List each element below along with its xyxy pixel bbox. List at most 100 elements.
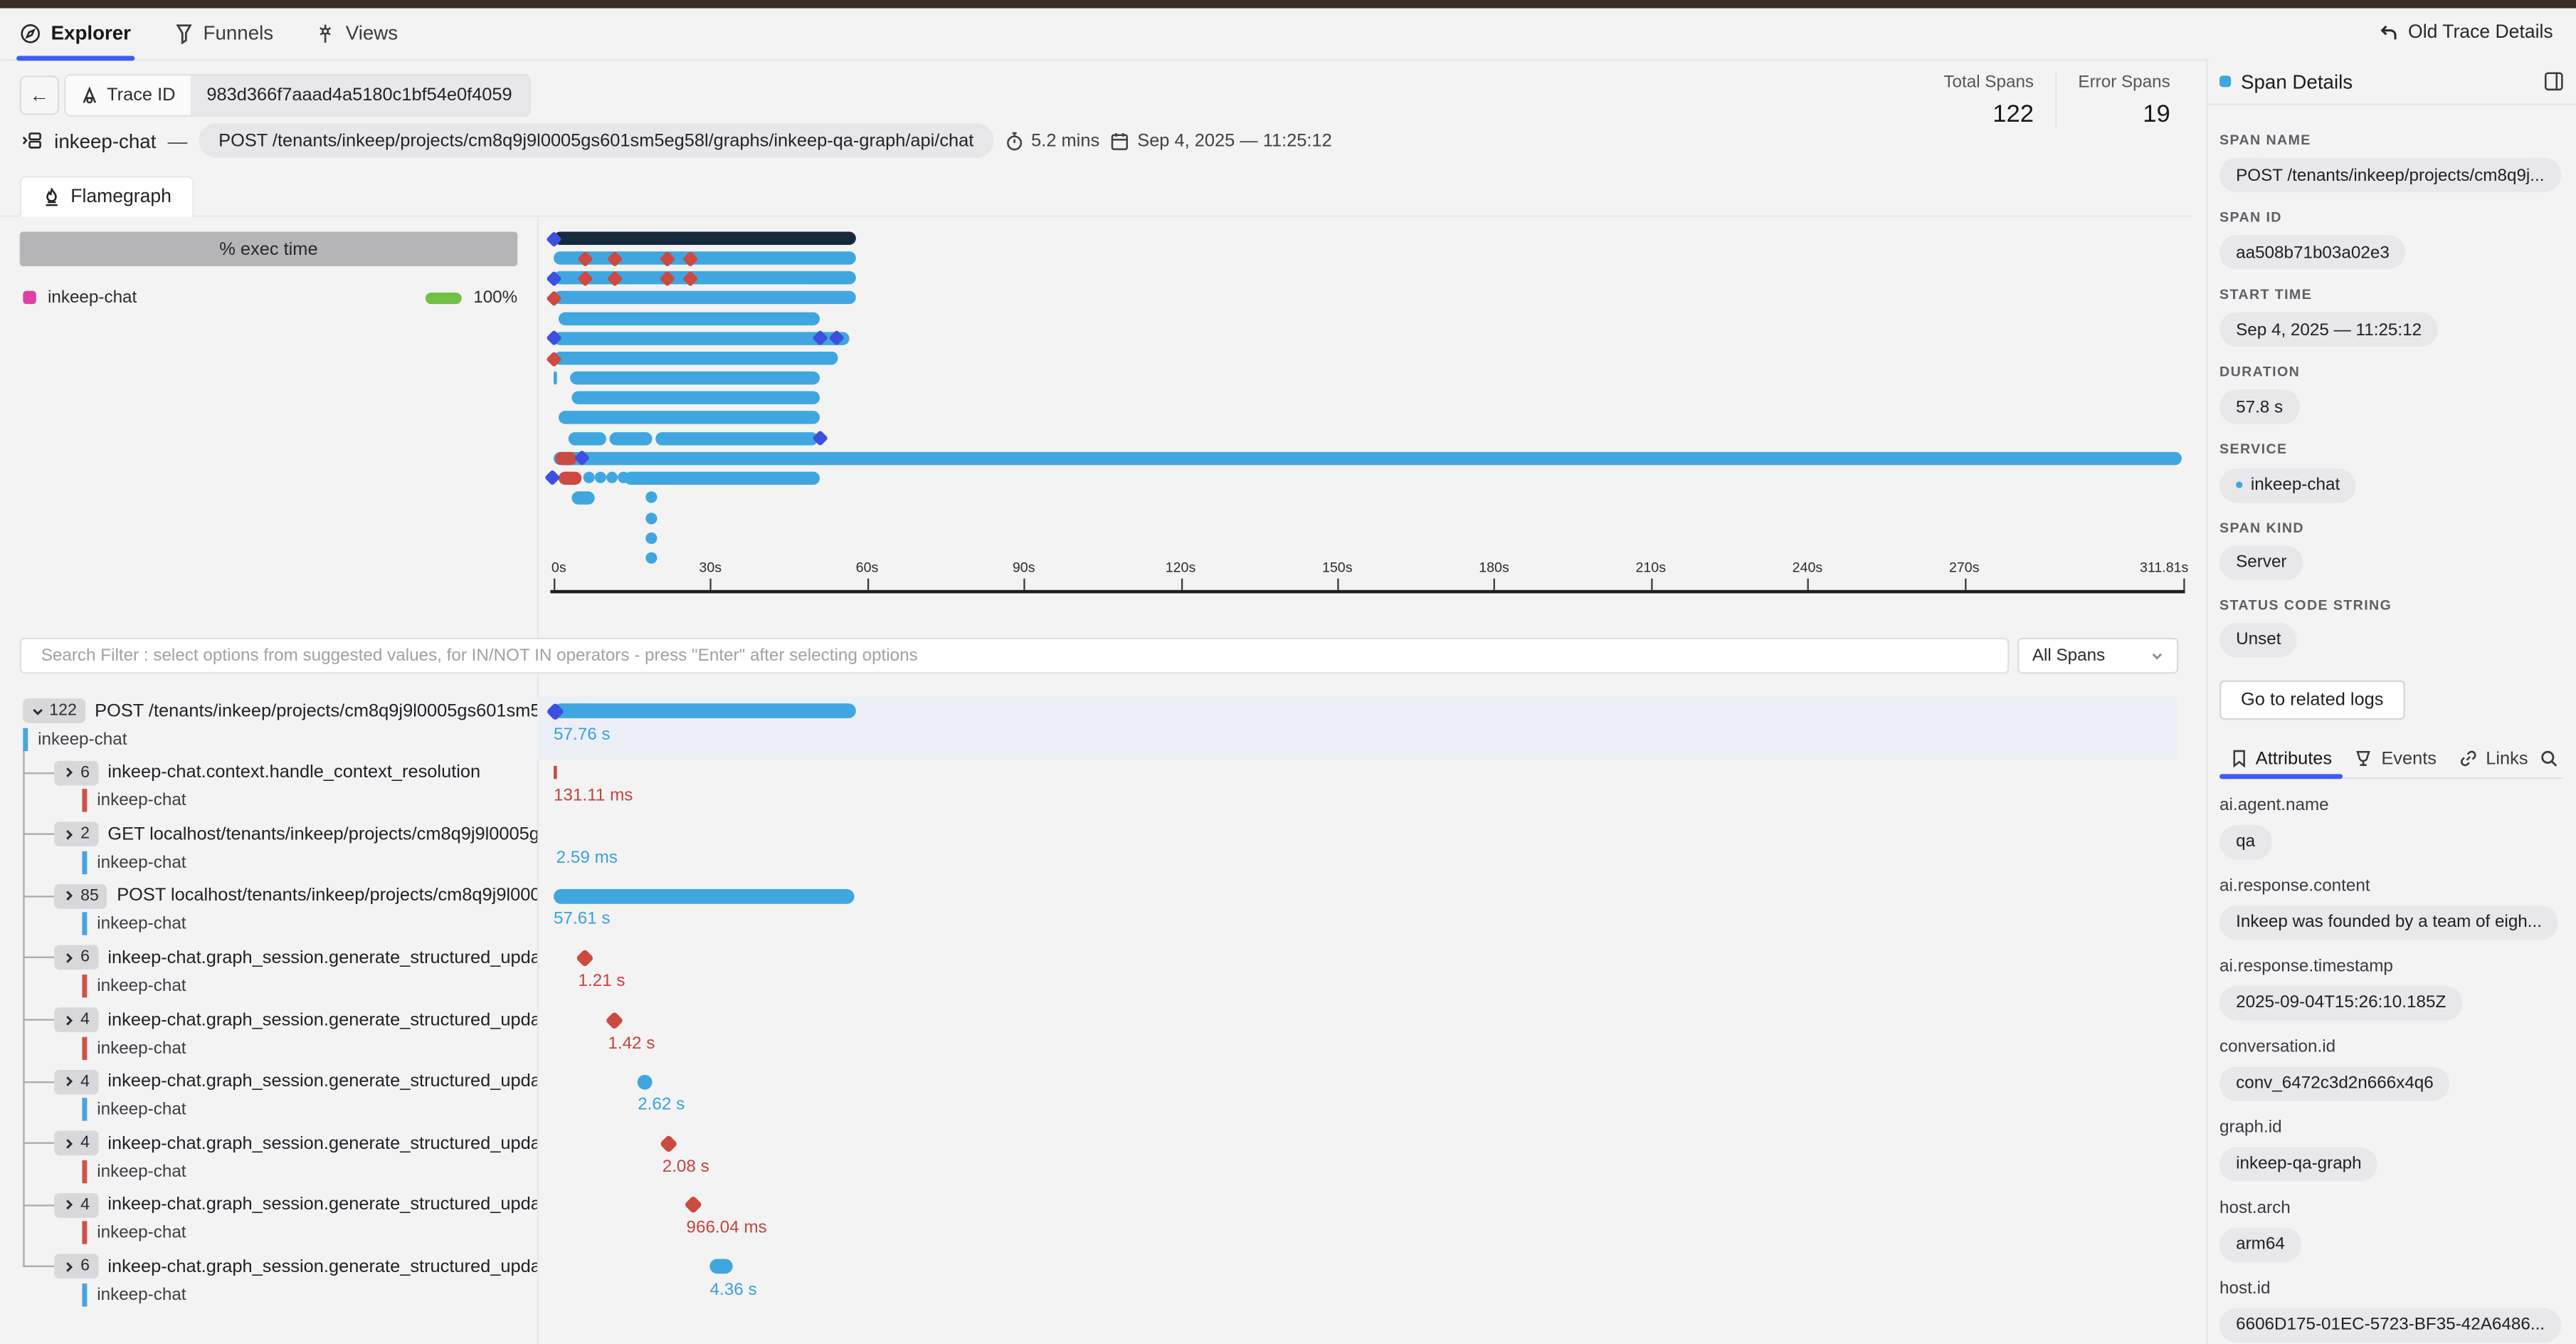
flame-span-bar[interactable] <box>570 371 820 385</box>
flame-row[interactable] <box>537 491 2192 505</box>
back-button[interactable]: ← <box>19 75 60 115</box>
collapse-panel-icon[interactable] <box>2543 70 2565 92</box>
duration-tick[interactable] <box>554 765 556 779</box>
span-marker-icon[interactable] <box>544 470 560 485</box>
span-marker-icon[interactable] <box>593 472 606 484</box>
span-tree-row[interactable]: 6 inkeep-chat.graph_session.generate_stru… <box>0 1253 537 1315</box>
flame-span-bar[interactable] <box>571 391 820 405</box>
flame-span-bar[interactable] <box>559 471 583 485</box>
flame-row[interactable] <box>537 511 2192 524</box>
old-trace-details-link[interactable]: Old Trace Details <box>2378 23 2553 43</box>
expand-children-badge[interactable]: 4 <box>54 1130 98 1156</box>
flame-row[interactable] <box>537 470 2192 485</box>
flamegraph-chart[interactable]: 0s 30s 60s 90s 120s 150s 180s 210s 240s 270s 311.8… <box>537 215 2192 609</box>
duration-pill[interactable] <box>709 1259 733 1275</box>
error-duration-marker-icon[interactable] <box>575 948 594 967</box>
flame-span-bar[interactable] <box>559 411 820 425</box>
flame-row[interactable] <box>537 251 2192 266</box>
span-marker-icon[interactable] <box>825 352 838 364</box>
tab-funnels[interactable]: Funnels <box>170 8 276 59</box>
error-duration-marker-icon[interactable] <box>659 1134 679 1153</box>
flame-row[interactable] <box>537 411 2192 425</box>
flame-span-bar[interactable] <box>554 291 857 305</box>
flame-span-bar[interactable] <box>571 491 596 505</box>
collapse-children-badge[interactable]: 122 <box>23 698 85 723</box>
span-tree-row[interactable]: 6 inkeep-chat.context.handle_context_reso… <box>0 759 537 821</box>
flame-row[interactable] <box>537 371 2192 385</box>
span-name[interactable]: inkeep-chat.graph_session.generate_struc… <box>107 1256 537 1277</box>
flame-span-bar[interactable] <box>555 451 578 465</box>
trace-id-chip[interactable]: Trace ID 983d366f7aaad4a5180c1bf54e0f405… <box>64 73 531 117</box>
expand-children-badge[interactable]: 85 <box>54 883 107 909</box>
tab-flamegraph[interactable]: Flamegraph <box>19 176 195 217</box>
flame-row[interactable] <box>537 551 2192 564</box>
span-tree-row[interactable]: 4 inkeep-chat.graph_session.generate_stru… <box>0 1006 537 1068</box>
go-to-related-logs-button[interactable]: Go to related logs <box>2219 679 2405 720</box>
flame-span-bar[interactable] <box>554 351 839 365</box>
gantt-row[interactable]: 2.59 ms <box>537 820 2177 882</box>
gantt-row[interactable]: 966.04 ms <box>537 1191 2177 1253</box>
gantt-row[interactable]: 57.61 s <box>537 882 2177 944</box>
span-name[interactable]: inkeep-chat.graph_session.generate_struc… <box>107 947 537 968</box>
expand-children-badge[interactable]: 4 <box>54 1192 98 1218</box>
expand-children-badge[interactable]: 6 <box>54 945 98 971</box>
flame-legend-row[interactable]: inkeep-chat 100% <box>23 284 517 310</box>
flame-span-bar[interactable] <box>624 471 820 485</box>
expand-children-badge[interactable]: 6 <box>54 1254 98 1280</box>
flame-row[interactable] <box>537 290 2192 306</box>
root-endpoint-pill[interactable]: POST /tenants/inkeep/projects/cm8q9j9l00… <box>199 123 994 158</box>
span-tree-row[interactable]: 6 inkeep-chat.graph_session.generate_stru… <box>0 944 537 1006</box>
span-name[interactable]: POST localhost/tenants/inkeep/projects/c… <box>117 886 537 906</box>
error-duration-marker-icon[interactable] <box>683 1195 702 1215</box>
flame-row[interactable] <box>537 350 2192 366</box>
span-name[interactable]: inkeep-chat.graph_session.generate_struc… <box>107 1195 537 1215</box>
tab-views[interactable]: Views <box>313 8 401 59</box>
flame-row[interactable] <box>537 271 2192 286</box>
error-duration-marker-icon[interactable] <box>605 1010 624 1029</box>
expand-children-badge[interactable]: 6 <box>54 760 98 785</box>
details-tab-links[interactable]: Links <box>2448 740 2540 777</box>
span-name[interactable]: inkeep-chat.graph_session.generate_struc… <box>107 1071 537 1092</box>
span-tree-row[interactable]: 4 inkeep-chat.graph_session.generate_stru… <box>0 1191 537 1253</box>
gantt-row[interactable]: 2.62 s <box>537 1068 2177 1130</box>
flame-row[interactable] <box>537 391 2192 405</box>
span-name[interactable]: inkeep-chat.graph_session.generate_struc… <box>107 1133 537 1153</box>
exec-time-header[interactable]: % exec time <box>19 231 518 267</box>
flame-span-bar[interactable] <box>554 451 2181 465</box>
span-name[interactable]: GET localhost/tenants/inkeep/projects/cm… <box>107 824 537 844</box>
span-marker-icon[interactable] <box>645 552 658 564</box>
span-tree-row[interactable]: 122 POST /tenants/inkeep/projects/cm8q9j9… <box>0 697 537 759</box>
span-marker-icon[interactable] <box>582 472 594 484</box>
spans-dropdown[interactable]: All Spans <box>2017 637 2179 674</box>
span-name[interactable]: inkeep-chat.context.handle_context_resol… <box>107 762 481 783</box>
flame-row[interactable] <box>537 531 2192 544</box>
flame-row[interactable] <box>537 430 2192 446</box>
span-marker-icon[interactable] <box>645 512 658 524</box>
flame-span-bar[interactable] <box>554 251 857 266</box>
span-tree-row[interactable]: 4 inkeep-chat.graph_session.generate_stru… <box>0 1129 537 1191</box>
flame-row[interactable] <box>537 330 2192 346</box>
flame-row[interactable] <box>537 450 2192 466</box>
flame-span-bar[interactable] <box>557 311 820 325</box>
flame-row[interactable] <box>537 311 2192 325</box>
expand-children-badge[interactable]: 2 <box>54 821 98 847</box>
span-name[interactable]: inkeep-chat.graph_session.generate_struc… <box>107 1009 537 1030</box>
span-marker-icon[interactable] <box>645 492 658 504</box>
flame-span-bar[interactable] <box>554 371 557 385</box>
expand-children-badge[interactable]: 4 <box>54 1069 98 1094</box>
flame-span-bar[interactable] <box>554 331 849 345</box>
gantt-row[interactable]: 1.42 s <box>537 1006 2177 1068</box>
gantt-row[interactable]: 4.36 s <box>537 1253 2177 1315</box>
search-attributes-icon[interactable] <box>2540 750 2562 767</box>
span-tree-row[interactable]: 2 GET localhost/tenants/inkeep/projects/c… <box>0 820 537 882</box>
duration-bar[interactable] <box>554 888 855 904</box>
search-filter-input[interactable] <box>38 644 1992 668</box>
span-name[interactable]: POST /tenants/inkeep/projects/cm8q9j9l00… <box>95 700 537 721</box>
flame-span-bar[interactable] <box>655 431 818 445</box>
expand-children-badge[interactable]: 4 <box>54 1007 98 1032</box>
gantt-row[interactable]: 2.08 s <box>537 1129 2177 1191</box>
gantt-row[interactable]: 131.11 ms <box>537 759 2177 821</box>
duration-bar[interactable] <box>554 703 856 718</box>
tab-explorer[interactable]: Explorer <box>16 8 134 62</box>
flame-span-bar[interactable] <box>554 271 857 285</box>
